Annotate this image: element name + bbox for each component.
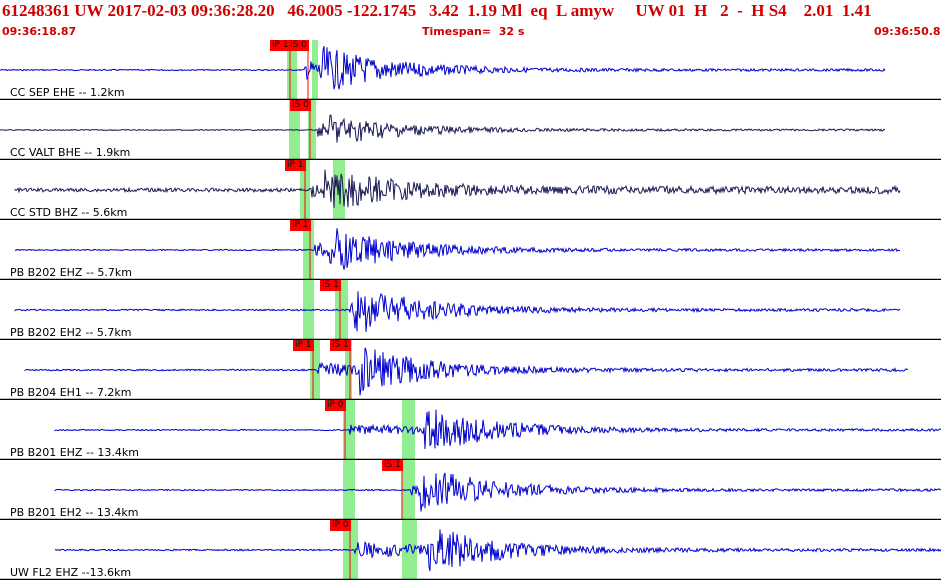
waveform-canvas — [0, 520, 941, 580]
seismogram-panel[interactable]: iP 1 iS 0 CC SEP EHE -- 1.2km — [0, 40, 941, 100]
phase-pick-flag[interactable]: iS 1 — [320, 280, 341, 291]
seismic-trace — [0, 114, 886, 143]
timespan-label: Timespan= 32 s — [422, 25, 525, 38]
seismic-trace — [14, 228, 901, 270]
seismic-trace — [24, 347, 908, 396]
seismic-trace — [54, 472, 941, 512]
seismogram-panel[interactable]: iP 1 PB B202 EHZ -- 5.7km — [0, 220, 941, 280]
station-channel-label: UW FL2 EHZ --13.6km — [10, 566, 132, 579]
waveform-canvas — [0, 160, 941, 220]
waveform-canvas — [0, 100, 941, 160]
pick-window — [345, 340, 352, 400]
seismic-trace — [14, 169, 901, 208]
waveform-canvas — [0, 460, 941, 520]
waveform-canvas — [0, 340, 941, 400]
seismic-trace — [14, 291, 901, 332]
seismogram-panel[interactable]: iP 1 iS 1 PB B204 EH1 -- 7.2km — [0, 340, 941, 400]
seismogram-panel[interactable]: iP 1 CC STD BHZ -- 5.6km — [0, 160, 941, 220]
station-channel-label: PB B202 EHZ -- 5.7km — [10, 266, 132, 279]
waveform-canvas — [0, 220, 941, 280]
phase-pick-flag[interactable]: iS 0 — [290, 100, 311, 111]
phase-pick-flag[interactable]: iP 0 — [325, 400, 346, 411]
event-header: 61248361 UW 2017-02-03 09:36:28.20 46.20… — [0, 0, 941, 40]
station-channel-label: CC STD BHZ -- 5.6km — [10, 206, 128, 219]
start-time-label: 09:36:18.87 — [2, 25, 77, 38]
waveform-canvas — [0, 400, 941, 460]
station-channel-label: PB B204 EH1 -- 7.2km — [10, 386, 132, 399]
phase-pick-flag[interactable]: iP 1 — [270, 40, 291, 51]
phase-pick-flag[interactable]: iS 0 — [288, 40, 309, 51]
phase-pick-flag[interactable]: iS 1 — [330, 340, 351, 351]
waveform-canvas — [0, 40, 941, 100]
pick-window — [312, 40, 318, 100]
seismic-trace — [54, 529, 941, 572]
end-time-label: 09:36:50.80 — [874, 25, 941, 38]
phase-pick-flag[interactable]: iP 0 — [330, 520, 351, 531]
station-channel-label: PB B201 EHZ -- 13.4km — [10, 446, 139, 459]
seismogram-panel[interactable]: iS 0 CC VALT BHE -- 1.9km — [0, 100, 941, 160]
phase-pick-flag[interactable]: iP 1 — [285, 160, 306, 171]
station-channel-label: PB B201 EH2 -- 13.4km — [10, 506, 139, 519]
phase-pick-flag[interactable]: iP 1 — [290, 220, 311, 231]
waveform-canvas — [0, 280, 941, 340]
station-channel-label: CC SEP EHE -- 1.2km — [10, 86, 125, 99]
seismic-trace — [54, 409, 941, 450]
station-channel-label: CC VALT BHE -- 1.9km — [10, 146, 131, 159]
event-summary-title: 61248361 UW 2017-02-03 09:36:28.20 46.20… — [2, 1, 872, 20]
pick-window — [402, 400, 415, 460]
station-channel-label: PB B202 EH2 -- 5.7km — [10, 326, 132, 339]
pick-window — [402, 520, 417, 580]
phase-pick-flag[interactable]: iP 1 — [293, 340, 314, 351]
seismogram-panel[interactable]: iP 0 UW FL2 EHZ --13.6km — [0, 520, 941, 580]
seismogram-panel[interactable]: iS 1 PB B202 EH2 -- 5.7km — [0, 280, 941, 340]
seismogram-panel[interactable]: iS 1 PB B201 EH2 -- 13.4km — [0, 460, 941, 520]
seismic-trace — [0, 45, 886, 90]
seismogram-panel[interactable]: iP 0 PB B201 EHZ -- 13.4km — [0, 400, 941, 460]
phase-pick-flag[interactable]: iS 1 — [382, 460, 403, 471]
